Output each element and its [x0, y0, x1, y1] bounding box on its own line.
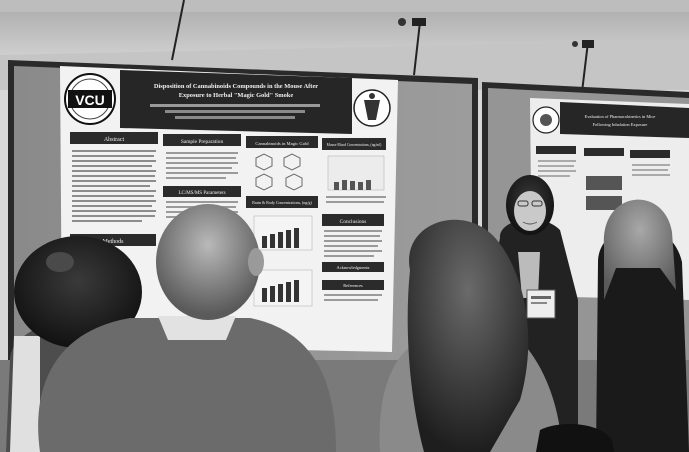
- attendee-far-right: [596, 199, 689, 452]
- man-head: [156, 204, 260, 320]
- attendee-man: [38, 204, 336, 452]
- section-header-conclusions: [322, 214, 384, 226]
- section-header-acknowledgments: [322, 262, 384, 272]
- abstract-text-block: [72, 150, 156, 222]
- section-header-blood: [322, 138, 386, 150]
- brain-chart-1: [253, 215, 313, 251]
- vcu-logo: VCU: [64, 73, 116, 125]
- attendee-woman-center: [379, 219, 562, 452]
- section-header-references: [322, 280, 384, 290]
- man-jacket: [38, 318, 336, 452]
- poster-title-line1: Disposition of Cannabinoids Compounds in…: [154, 83, 318, 90]
- section-conclusions-label: Conclusions: [340, 219, 367, 225]
- conclusions-text: [324, 230, 382, 257]
- sample-prep-text-block: [166, 152, 238, 179]
- hanging-wire-left: [171, 0, 185, 61]
- brain-chart-2: [253, 269, 313, 307]
- section-cannabinoids-label: Cannabinoids in Magic Gold: [255, 141, 309, 146]
- man-collar: [158, 316, 236, 340]
- section-header-brain: [246, 196, 318, 208]
- section-gcms-label: LC/MS/MS Parameters: [178, 191, 225, 196]
- right-poster-title-line1: Evaluation of Pharmacokinetics in Mice: [585, 114, 656, 119]
- section-header-abstract: [70, 132, 158, 144]
- section-header-sample-prep: [163, 134, 241, 146]
- vcu-logo-text: VCU: [75, 92, 105, 108]
- right-poster-title-banner: [560, 102, 689, 138]
- presenter-face: [514, 191, 546, 231]
- section-header-gcms: [163, 186, 241, 197]
- right-poster-title-line2: Following Inhalation Exposure: [593, 122, 648, 127]
- handbag: [536, 424, 614, 452]
- department-seal-icon: [353, 89, 391, 127]
- attendee-woman-center-hair: [407, 219, 529, 452]
- poster-title-banner: [120, 70, 352, 134]
- clip-middle: [412, 18, 426, 26]
- glasses-icon: [517, 200, 529, 207]
- attendee-left-hair: [14, 236, 142, 348]
- section-blood-label: Mouse Blood Concentrations, (ng/ml): [327, 143, 383, 148]
- chemical-structures: [255, 153, 303, 191]
- section-abstract-label: Abstract: [104, 137, 125, 143]
- attendee-far-right-hair: [603, 199, 676, 300]
- hanging-wire-right: [581, 41, 589, 93]
- section-methods-label: Methods: [103, 239, 125, 245]
- hanging-wire-middle: [413, 21, 421, 76]
- section-acknowledgments-label: Acknowledgments: [337, 265, 370, 270]
- poster-title-line2: Exposure to Herbal "Magic Gold" Smoke: [179, 92, 294, 99]
- section-references-label: References: [343, 283, 363, 288]
- section-sample-prep-label: Sample Preparation: [181, 139, 224, 145]
- section-header-cannabinoids: [246, 136, 318, 148]
- section-brain-label: Brain & Body Concentrations, (ng/g): [252, 200, 312, 206]
